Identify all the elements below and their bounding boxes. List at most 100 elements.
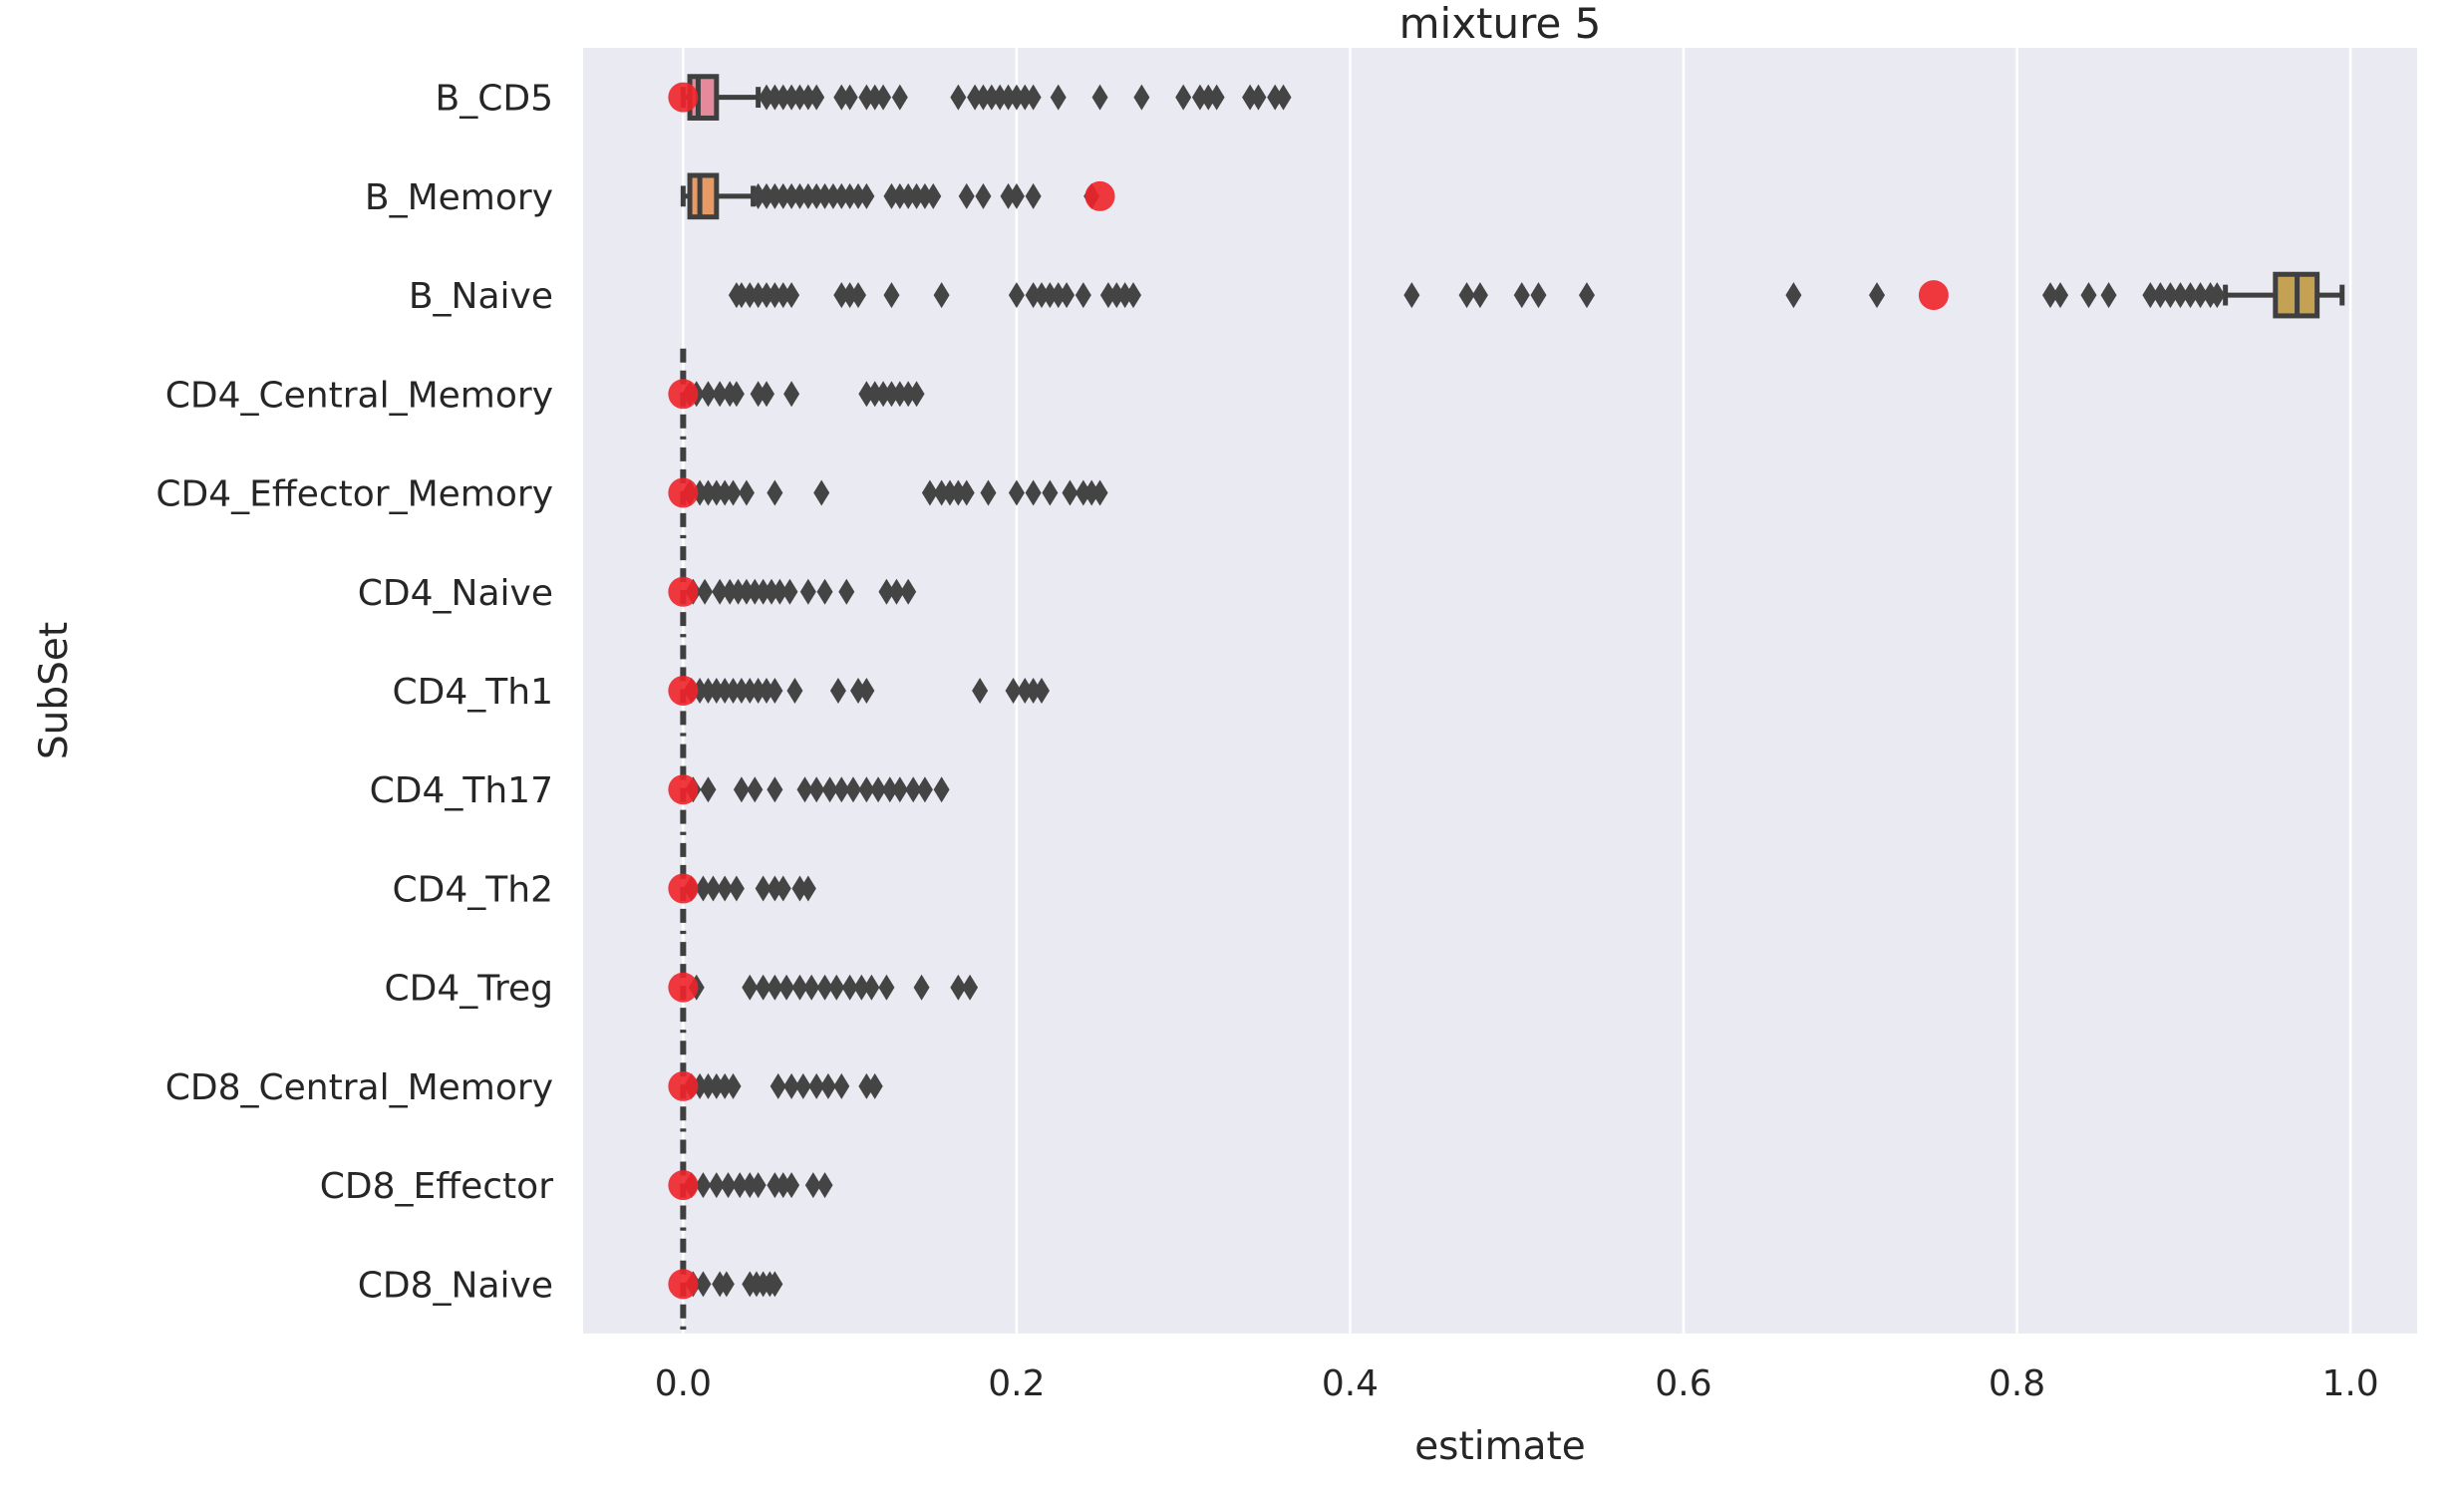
outlier-point bbox=[725, 678, 742, 704]
outlier-point bbox=[1083, 479, 1100, 506]
outlier-point bbox=[916, 776, 933, 803]
series-cd8-effector bbox=[668, 1139, 833, 1231]
series-layer bbox=[668, 74, 2345, 1330]
outlier-point bbox=[708, 1072, 725, 1099]
outlier-point bbox=[841, 282, 858, 309]
outlier-point bbox=[1008, 479, 1025, 506]
series-cd4-effector-memory bbox=[668, 447, 1108, 539]
outlier-point bbox=[833, 84, 850, 111]
series-cd4-treg bbox=[668, 942, 979, 1034]
outlier-point bbox=[1025, 84, 1042, 111]
outlier-point bbox=[742, 678, 759, 704]
outlier-point bbox=[833, 1072, 850, 1099]
outlier-point bbox=[933, 479, 950, 506]
outlier-point bbox=[2182, 282, 2199, 309]
outlier-point bbox=[908, 381, 925, 408]
y-tick-label: CD4_Th2 bbox=[393, 869, 553, 910]
outlier-point bbox=[1471, 282, 1488, 309]
outlier-point bbox=[921, 479, 938, 506]
series-cd8-central-memory bbox=[668, 1041, 883, 1132]
outlier-point bbox=[718, 1271, 735, 1298]
outlier-point bbox=[799, 182, 816, 209]
outlier-point bbox=[759, 381, 774, 408]
outlier-point bbox=[1000, 182, 1017, 209]
outlier-point bbox=[1005, 678, 1022, 704]
outlier-point bbox=[778, 974, 795, 1001]
outlier-point bbox=[975, 84, 992, 111]
outlier-point bbox=[958, 182, 975, 209]
outlier-point bbox=[767, 974, 783, 1001]
series-cd4-th2 bbox=[668, 842, 816, 935]
outlier-point bbox=[838, 578, 855, 605]
outlier-point bbox=[824, 182, 841, 209]
outlier-point bbox=[821, 776, 838, 803]
outlier-point bbox=[1025, 282, 1042, 309]
outlier-point bbox=[738, 578, 755, 605]
x-axis-label: estimate bbox=[1414, 1424, 1586, 1469]
outlier-point bbox=[767, 875, 783, 902]
outlier-point bbox=[695, 875, 712, 902]
outlier-point bbox=[916, 182, 933, 209]
outlier-point bbox=[759, 84, 774, 111]
outlier-point bbox=[2192, 282, 2209, 309]
outlier-point bbox=[2172, 282, 2189, 309]
outlier-point bbox=[717, 875, 734, 902]
outlier-point bbox=[747, 578, 764, 605]
outlier-point bbox=[728, 381, 745, 408]
outlier-point bbox=[858, 678, 875, 704]
outlier-point bbox=[1050, 282, 1067, 309]
outlier-point bbox=[755, 875, 771, 902]
plot-background bbox=[583, 48, 2417, 1334]
outlier-point bbox=[2162, 282, 2179, 309]
outlier-point bbox=[722, 578, 739, 605]
outlier-point bbox=[1034, 282, 1050, 309]
outlier-point bbox=[883, 282, 900, 309]
outlier-point bbox=[844, 776, 861, 803]
outlier-point bbox=[888, 578, 905, 605]
outlier-point bbox=[759, 182, 774, 209]
outlier-point bbox=[2042, 282, 2058, 309]
outlier-point bbox=[783, 1172, 800, 1199]
outlier-point bbox=[700, 479, 717, 506]
outlier-point bbox=[1116, 282, 1133, 309]
y-tick-label: CD8_Naive bbox=[358, 1265, 553, 1306]
outlier-point bbox=[697, 578, 714, 605]
true-value-point bbox=[668, 972, 699, 1003]
outlier-point bbox=[767, 282, 783, 309]
outlier-point bbox=[1403, 282, 1420, 309]
outlier-point bbox=[804, 1172, 821, 1199]
outlier-point bbox=[1042, 282, 1059, 309]
outlier-point bbox=[850, 282, 866, 309]
outlier-point bbox=[725, 1072, 742, 1099]
outlier-point bbox=[774, 875, 791, 902]
outlier-point bbox=[816, 974, 833, 1001]
outlier-point bbox=[1458, 282, 1475, 309]
outlier-point bbox=[975, 182, 992, 209]
outlier-point bbox=[759, 678, 774, 704]
outlier-point bbox=[781, 578, 798, 605]
x-tick-label: 0.6 bbox=[1655, 1363, 1711, 1404]
outlier-point bbox=[742, 974, 759, 1001]
outlier-point bbox=[858, 84, 875, 111]
outlier-point bbox=[712, 381, 729, 408]
outlier-point bbox=[708, 479, 725, 506]
outlier-point bbox=[878, 578, 895, 605]
outlier-point bbox=[866, 84, 883, 111]
outlier-point bbox=[913, 974, 930, 1001]
outlier-point bbox=[875, 84, 892, 111]
outlier-point bbox=[791, 974, 808, 1001]
outlier-point bbox=[1091, 84, 1108, 111]
outlier-point bbox=[708, 678, 725, 704]
outlier-point bbox=[732, 1172, 749, 1199]
outlier-point bbox=[1191, 84, 1208, 111]
outlier-point bbox=[1091, 479, 1108, 506]
outlier-point bbox=[799, 84, 816, 111]
outlier-point bbox=[863, 974, 880, 1001]
outlier-point bbox=[700, 381, 717, 408]
outlier-point bbox=[717, 479, 734, 506]
outlier-point bbox=[808, 776, 825, 803]
true-value-point bbox=[668, 82, 699, 113]
outlier-point bbox=[700, 678, 717, 704]
outlier-point bbox=[1025, 678, 1042, 704]
outlier-point bbox=[816, 1172, 833, 1199]
